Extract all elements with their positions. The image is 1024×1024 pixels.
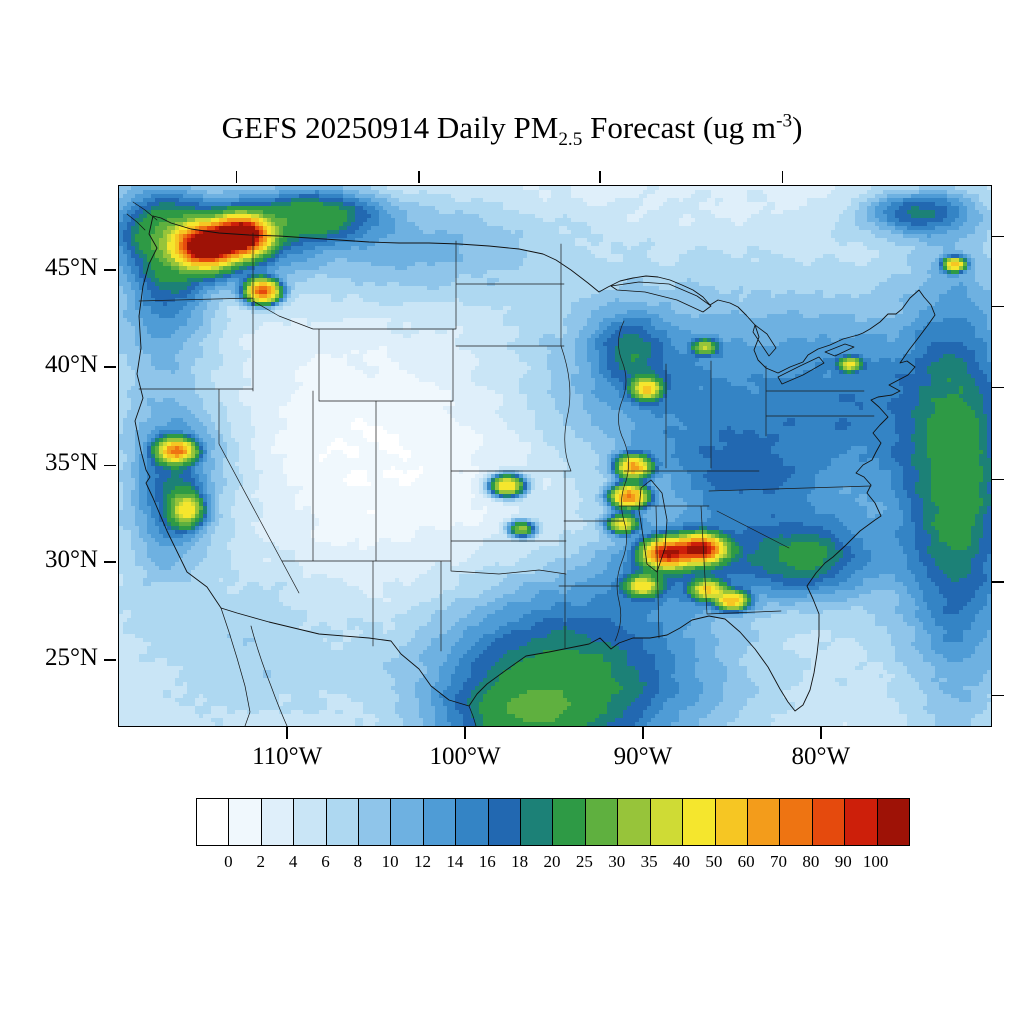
colorbar-tick-label: 16 — [478, 852, 496, 871]
x-axis-tick — [820, 727, 822, 739]
colorbar-tick-label: 14 — [446, 852, 464, 871]
colorbar-cell — [456, 799, 489, 845]
colorbar-tick-label: 4 — [288, 852, 298, 871]
x-axis-tick — [642, 727, 644, 739]
colorbar-tick-label: 10 — [381, 852, 399, 871]
colorbar-tick-label: 12 — [414, 852, 432, 871]
title-suffix: ) — [792, 110, 803, 145]
colorbar-cell — [585, 799, 619, 845]
x-axis-tick — [286, 727, 288, 739]
colorbar — [196, 798, 910, 846]
title-prefix: GEFS 20250914 Daily PM — [221, 110, 559, 145]
colorbar-cell — [229, 799, 262, 845]
colorbar-cell — [747, 799, 781, 845]
canada-coast-details — [126, 201, 158, 231]
x-axis-top-tick — [418, 171, 420, 183]
colorbar-cell — [780, 799, 813, 845]
colorbar-cell — [294, 799, 327, 845]
y-tick-label: 45°N — [44, 253, 98, 281]
y-axis-right-tick — [992, 235, 1004, 238]
colorbar-cell — [715, 799, 748, 845]
colorbar-tick-label: 30 — [608, 852, 626, 871]
colorbar-cell — [423, 799, 457, 845]
colorbar-tick-label: 35 — [640, 852, 658, 871]
y-tick-label: 25°N — [44, 644, 98, 672]
y-axis-tick — [104, 659, 116, 661]
colorbar-tick-label: 80 — [802, 852, 820, 871]
x-axis-top-tick — [781, 171, 784, 183]
colorbar-cell — [877, 799, 909, 845]
y-axis-tick — [104, 464, 116, 466]
colorbar-tick-label: 90 — [834, 852, 852, 871]
colorbar-cell — [812, 799, 846, 845]
x-tick-label: 110°W — [252, 743, 323, 770]
mexico-coastlines — [220, 607, 477, 726]
title-subscript: 2.5 — [558, 129, 583, 151]
colorbar-cell — [359, 799, 392, 845]
colorbar-tick-label: 25 — [575, 852, 593, 871]
colorbar-tick-label: 2 — [256, 852, 265, 871]
colorbar-tick-label: 40 — [672, 852, 690, 871]
colorbar-tick-label: 20 — [543, 852, 561, 871]
chart-title: GEFS 20250914 Daily PM2.5 Forecast (ug m… — [76, 110, 948, 151]
y-axis-right-tick — [992, 694, 1004, 697]
x-axis-top-tick — [599, 171, 601, 183]
x-tick-label: 100°W — [429, 743, 501, 770]
us-coast-outline — [134, 215, 936, 712]
colorbar-cell — [618, 799, 651, 845]
colorbar-tick-label: 100 — [862, 852, 889, 871]
colorbar-tick-label: 60 — [737, 852, 755, 871]
pm25-field-heatmap — [119, 186, 991, 726]
colorbar-cell — [326, 799, 360, 845]
colorbar-cell — [683, 799, 716, 845]
map-boundaries-overlay — [126, 201, 936, 726]
y-axis-right-tick — [992, 478, 1004, 481]
y-tick-label: 40°N — [44, 350, 98, 378]
colorbar-cell — [261, 799, 295, 845]
colorbar-tick-label: 6 — [321, 852, 330, 871]
colorbar-tick-label: 50 — [705, 852, 723, 871]
y-tick-label: 30°N — [44, 545, 98, 573]
y-axis-right-tick — [992, 581, 1004, 583]
y-axis-tick — [104, 561, 116, 563]
colorbar-cell — [650, 799, 684, 845]
colorbar-cell — [197, 799, 230, 845]
colorbar-cell — [553, 799, 586, 845]
map-plot-area — [118, 185, 992, 727]
colorbar-cell — [845, 799, 878, 845]
great-lakes-outline — [610, 281, 855, 573]
x-tick-label: 90°W — [613, 743, 673, 770]
y-axis-tick — [104, 269, 116, 271]
y-axis-tick — [104, 366, 116, 368]
y-axis-right-tick — [992, 305, 1004, 308]
colorbar-tick-label: 0 — [224, 852, 233, 871]
y-axis-right-tick — [992, 386, 1004, 389]
colorbar-tick-label: 8 — [353, 852, 363, 871]
title-superscript: -3 — [776, 110, 793, 132]
colorbar-cell — [391, 799, 424, 845]
colorbar-tick-label: 70 — [770, 852, 788, 871]
state-borders — [138, 232, 875, 652]
x-axis-tick — [464, 727, 466, 739]
x-axis-top-tick — [235, 171, 238, 183]
title-mid: Forecast (ug m — [582, 110, 777, 145]
colorbar-cell — [521, 799, 554, 845]
colorbar-tick-label: 18 — [511, 852, 529, 871]
colorbar-cell — [488, 799, 522, 845]
x-tick-label: 80°W — [791, 743, 851, 770]
y-tick-label: 35°N — [44, 449, 98, 477]
